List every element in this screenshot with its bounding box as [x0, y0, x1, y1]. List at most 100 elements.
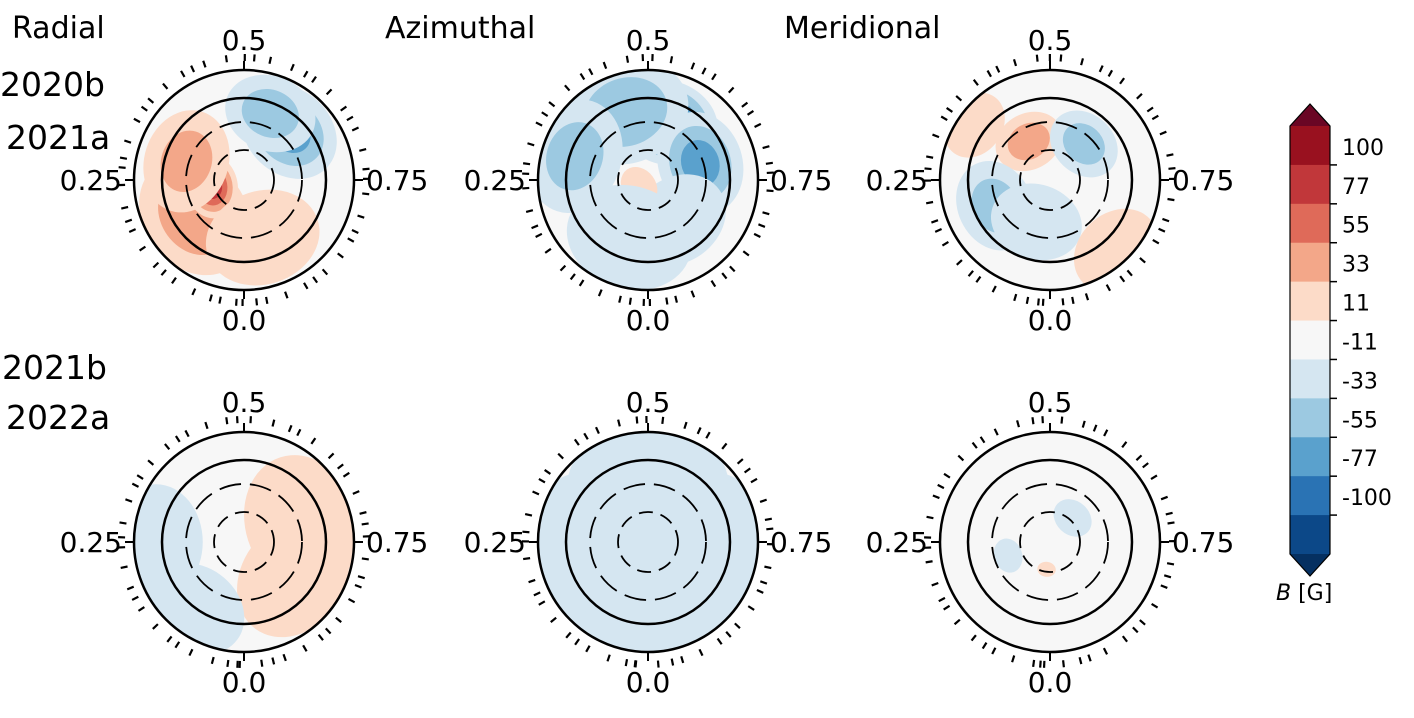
- phase-label-top: 0.5: [626, 386, 671, 419]
- colorbar: 100 77 55 33 11 -11 -33 -55 -77 -100: [1289, 103, 1392, 577]
- obs-phase-mark: [1060, 416, 1064, 424]
- obs-phase-mark: [943, 604, 951, 611]
- obs-phase-mark: [747, 605, 755, 611]
- equator-circle: [966, 96, 1134, 264]
- colorbar-segment-10: [1290, 515, 1330, 555]
- obs-phase-mark: [635, 416, 639, 424]
- obs-phase-mark: [1031, 417, 1035, 425]
- obs-phase-mark: [1012, 58, 1018, 67]
- obs-phase-mark: [1013, 293, 1018, 302]
- phase-label-left: 0.25: [60, 526, 122, 559]
- obs-phase-mark: [131, 595, 139, 601]
- obs-phase-mark: [544, 247, 552, 254]
- phase-label-left: 0.25: [866, 526, 928, 559]
- obs-phase-mark: [705, 431, 711, 439]
- obs-phase-mark: [118, 166, 126, 170]
- obs-phase-mark: [527, 142, 535, 147]
- obs-phase-mark: [337, 463, 344, 470]
- obs-phase-mark: [180, 70, 186, 78]
- colorbar-segment-0: [1290, 126, 1330, 166]
- obs-phase-mark: [252, 54, 256, 62]
- obs-phase-mark: [938, 596, 946, 603]
- obs-phase-mark: [975, 275, 982, 283]
- obs-phase-mark: [147, 459, 155, 466]
- colorbar-segment-8: [1290, 437, 1330, 477]
- colorbar-tick-label: -100: [1342, 486, 1392, 511]
- obs-phase-mark: [337, 252, 344, 259]
- obs-phase-mark: [569, 273, 576, 281]
- panel-azimuthal-row1: 0.5 0.0 0.25 0.75: [464, 24, 833, 337]
- obs-phase-mark: [932, 494, 940, 500]
- obs-phase-mark: [729, 265, 736, 273]
- field-map: [538, 432, 758, 652]
- obs-phase-mark: [967, 270, 974, 277]
- obs-phase-mark: [1035, 54, 1039, 62]
- obs-phase-mark: [191, 288, 197, 296]
- obs-phase-mark: [565, 631, 572, 639]
- obs-phase-mark: [125, 498, 133, 503]
- col-title-meridional: Meridional: [784, 11, 940, 46]
- obs-phase-mark: [171, 277, 177, 285]
- obs-phase-mark: [359, 511, 367, 515]
- obs-phase-mark: [137, 606, 145, 612]
- obs-phase-mark: [617, 419, 621, 427]
- obs-phase-mark: [225, 417, 229, 425]
- obs-phase-mark: [926, 515, 934, 520]
- obs-phase-mark: [1037, 298, 1040, 306]
- obs-phase-mark: [1039, 660, 1042, 668]
- obs-phase-mark: [661, 416, 665, 424]
- latitude-circle-0: [991, 483, 1109, 601]
- obs-phase-mark: [152, 623, 159, 630]
- latitude-circle-1: [617, 149, 679, 211]
- phase-label-right: 0.75: [366, 526, 428, 559]
- phase-label-top: 0.5: [1028, 386, 1073, 419]
- obs-phase-mark: [1166, 153, 1174, 157]
- phase-label-right: 0.75: [366, 164, 428, 197]
- colorbar-tick-label: 33: [1342, 253, 1370, 278]
- obs-phase-mark: [559, 264, 567, 272]
- latitude-circle-1: [617, 511, 679, 573]
- obs-phase-mark: [190, 65, 196, 73]
- phase-label-right: 0.75: [770, 526, 832, 559]
- phase-label-bottom: 0.0: [626, 666, 671, 699]
- obs-phase-mark: [758, 223, 766, 228]
- obs-phase-mark: [698, 648, 704, 657]
- obs-phase-mark: [1016, 420, 1020, 428]
- phase-label-bottom: 0.0: [1028, 666, 1073, 699]
- colorbar-segment-1: [1290, 164, 1330, 205]
- field-blob-4-level-1: [241, 89, 299, 139]
- field-blob-1-level-0: [237, 517, 349, 638]
- phase-label-bottom: 0.0: [222, 666, 267, 699]
- obs-phase-mark: [174, 435, 181, 443]
- obs-phase-mark: [346, 115, 354, 122]
- obs-phase-mark: [1119, 275, 1126, 283]
- obs-phase-mark: [164, 443, 171, 451]
- equator-circle: [160, 458, 328, 626]
- obs-phase-mark: [271, 419, 276, 427]
- obs-phase-mark: [925, 200, 934, 205]
- obs-phase-mark: [310, 437, 317, 445]
- obs-phase-mark: [1168, 167, 1176, 170]
- obs-phase-mark: [624, 658, 629, 667]
- obs-phase-mark: [541, 111, 549, 117]
- obs-phase-mark: [957, 454, 965, 462]
- phase-label-top: 0.5: [222, 24, 267, 57]
- obs-phase-mark: [312, 276, 319, 284]
- obs-phase-mark: [759, 580, 768, 585]
- colorbar-title: B [G]: [1276, 581, 1332, 606]
- obs-phase-mark: [597, 289, 603, 297]
- field-blob-2-level-0: [538, 472, 639, 612]
- obs-phase-mark: [716, 637, 723, 645]
- obs-phase-mark: [1061, 298, 1065, 306]
- obs-phase-mark: [535, 121, 543, 127]
- col-title-radial: Radial: [12, 11, 105, 46]
- obs-phase-mark: [953, 618, 961, 626]
- obs-phase-mark: [120, 565, 128, 570]
- obs-phase-mark: [578, 279, 585, 287]
- equator-circle: [564, 458, 732, 626]
- obs-phase-mark: [721, 272, 728, 280]
- obs-phase-mark: [1139, 619, 1146, 626]
- obs-phase-mark: [138, 245, 147, 252]
- obs-phase-mark: [1158, 227, 1166, 233]
- obs-phase-mark: [743, 467, 751, 474]
